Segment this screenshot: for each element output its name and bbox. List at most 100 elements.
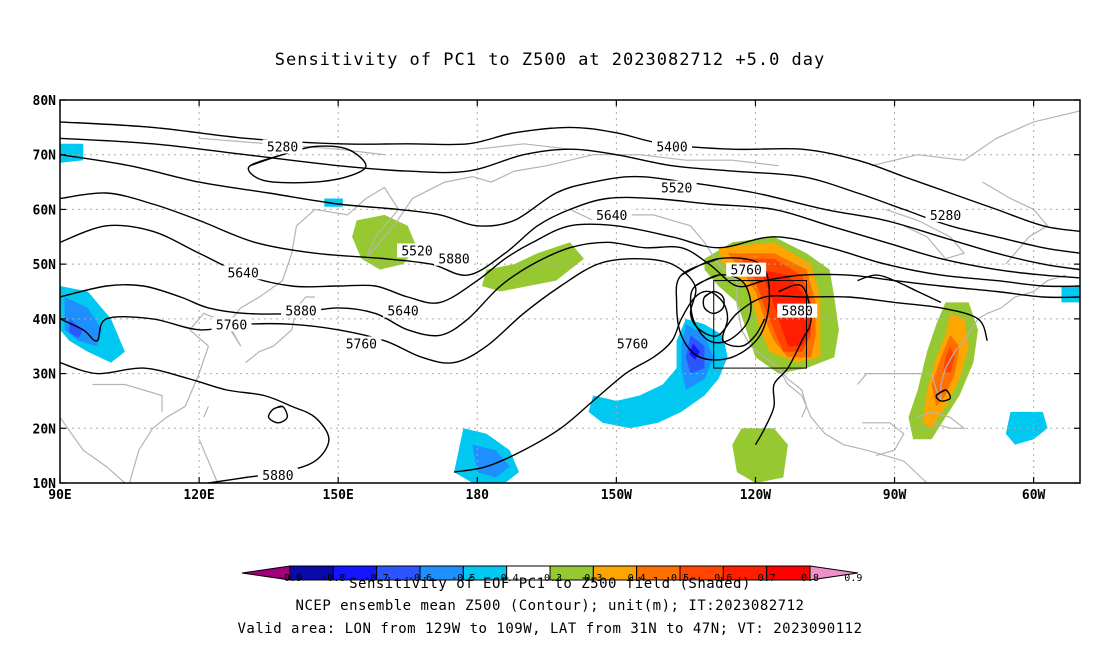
contour-closed-1 xyxy=(247,145,367,184)
coastline-14 xyxy=(199,137,385,156)
contour-closed-4 xyxy=(675,257,771,361)
coastline-9 xyxy=(92,383,163,412)
map-title: Sensitivity of PC1 to Z500 at 2023082712… xyxy=(274,50,826,70)
contour-label-13: 5880 xyxy=(285,305,316,320)
contour-line-6 xyxy=(59,241,1081,337)
coastline-11 xyxy=(885,208,966,260)
contour-label-bg-2 xyxy=(925,207,966,222)
colorbar-label-3: -0.7 xyxy=(365,573,389,584)
contour-label-5: 5520 xyxy=(401,244,432,259)
contour-label-9: 5760 xyxy=(216,318,247,333)
contour-labels: 5280 5280 5400 5520 5520 5640 5640 5640 5760 5760… xyxy=(211,139,966,484)
lat-tick-label-4: 50N xyxy=(33,258,57,273)
map-frame xyxy=(59,99,1081,484)
contour-label-bg-6 xyxy=(591,207,632,222)
lon-tick-label-7: 90W xyxy=(883,488,907,503)
lat-tick-label-5: 40N xyxy=(33,313,57,328)
colorbar-label-11: 0.6 xyxy=(714,573,732,584)
caption-shading: Sensitivity of EOF PC1 to Z500 field (Sh… xyxy=(349,576,751,592)
lat-tick-label-7: 20N xyxy=(33,422,57,437)
contour-label-7: 5640 xyxy=(227,266,258,281)
contour-label-bg-3 xyxy=(652,139,692,154)
contour-label-12: 5760 xyxy=(617,337,648,352)
colorbar-label-7: -0.3 xyxy=(538,573,562,584)
sensitivity-shading xyxy=(60,143,1080,483)
coastline-1 xyxy=(59,416,126,484)
contour-closed-2 xyxy=(702,290,725,315)
contour-label-10: 5760 xyxy=(346,337,377,352)
valid-area-box xyxy=(713,280,807,369)
contour-label-1: 5280 xyxy=(267,141,298,156)
contour-line-4 xyxy=(59,192,1081,279)
contour-label-bg-5 xyxy=(397,243,437,258)
lon-tick-label-4: 180 xyxy=(466,488,490,503)
coastline-12 xyxy=(871,110,1081,167)
colorbar-arrow-high xyxy=(809,565,859,581)
coastline-16 xyxy=(198,438,219,484)
coastline-8 xyxy=(917,411,966,429)
shade-region-15 xyxy=(60,143,84,163)
coastline-3 xyxy=(245,296,315,364)
contour-label-bg-7 xyxy=(223,265,264,280)
lon-tick-label-6: 120W xyxy=(740,488,771,503)
contour-line-3 xyxy=(59,154,1081,271)
lon-tick-label-8: 60W xyxy=(1022,488,1046,503)
caption-valid-area: Valid area: LON from 129W to 109W, LAT f… xyxy=(237,621,863,637)
coastline-2 xyxy=(128,154,779,484)
contour-label-bg-10 xyxy=(341,336,382,351)
colorbar-label-4: -0.6 xyxy=(408,573,432,584)
contour-label-11: 5760 xyxy=(731,264,762,279)
contour-label-bg-8 xyxy=(383,303,424,318)
lon-tick-label-3: 150E xyxy=(323,488,354,503)
lon-tick-label-5: 150W xyxy=(601,488,632,503)
lat-tick-label-2: 70N xyxy=(33,149,57,164)
shade-region-20 xyxy=(481,242,584,292)
contour-label-3: 5400 xyxy=(656,141,687,156)
coastline-13 xyxy=(477,143,571,150)
contour-label-bg-16 xyxy=(257,467,298,482)
contour-label-2: 5280 xyxy=(930,209,961,224)
colorbar: -0.9 -0.8 -0.7 -0.6 -0.5 -0.4 -0.3 0.3 0.4 0.5 0.6… xyxy=(241,565,862,584)
contour-label-bg-12 xyxy=(612,336,653,351)
lon-tick-label-1: 90E xyxy=(48,488,71,503)
shade-region-21 xyxy=(732,428,788,483)
coastline-5 xyxy=(778,367,808,418)
contour-label-4: 5520 xyxy=(661,182,692,197)
colorbar-label-13: 0.8 xyxy=(801,573,819,584)
contour-label-bg-15 xyxy=(777,303,818,318)
contour-label-bg-13 xyxy=(281,303,322,318)
coastline-10 xyxy=(982,181,1049,265)
contour-closed-3 xyxy=(689,274,752,344)
axis-ticks: 90E 120E 150E 180 150W 120W 90W 60W 80N 70N 60N 50N… xyxy=(33,94,1080,503)
contour-label-bg-1 xyxy=(262,139,303,154)
contour-label-8: 5640 xyxy=(387,305,418,320)
contour-line-10 xyxy=(59,361,330,484)
coastline-7 xyxy=(862,422,905,457)
contour-label-bg-14 xyxy=(434,251,475,266)
colorbar-label-14: 0.9 xyxy=(844,573,862,584)
coastline-15 xyxy=(203,406,209,418)
shade-region-14 xyxy=(69,318,84,338)
colorbar-label-8: 0.3 xyxy=(584,573,602,584)
contour-line-7 xyxy=(59,257,988,364)
lon-tick-label-2: 120E xyxy=(183,488,214,503)
contour-label-14: 5880 xyxy=(438,253,469,268)
contour-line-11 xyxy=(857,274,942,304)
shade-region-17 xyxy=(1061,286,1080,303)
lat-tick-label-3: 60N xyxy=(33,203,57,218)
contour-label-bg-11 xyxy=(726,262,767,277)
lat-tick-label-6: 30N xyxy=(33,368,57,383)
colorbar-label-9: 0.4 xyxy=(628,573,646,584)
contour-closed-6 xyxy=(935,389,952,402)
shade-region-11 xyxy=(472,444,510,478)
colorbar-label-2: -0.8 xyxy=(321,573,345,584)
colorbar-label-10: 0.5 xyxy=(671,573,689,584)
colorbar-label-12: 0.7 xyxy=(758,573,776,584)
colorbar-label-5: -0.5 xyxy=(451,573,475,584)
colorbar-label-6: -0.4 xyxy=(495,573,519,584)
contour-label-16: 5880 xyxy=(262,469,293,484)
contour-label-bg-9 xyxy=(211,317,252,332)
contour-line-9 xyxy=(453,290,766,473)
contour-closed-5 xyxy=(267,405,289,424)
